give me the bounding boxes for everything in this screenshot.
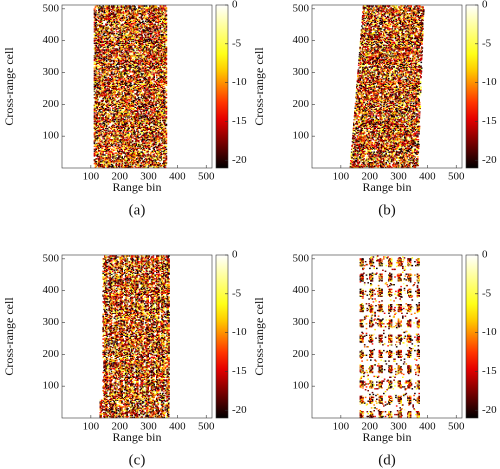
speckle xyxy=(135,143,137,144)
speckle xyxy=(108,127,110,128)
speckle xyxy=(155,142,157,143)
speckle xyxy=(110,166,112,167)
speckle xyxy=(135,151,137,152)
speckle xyxy=(100,164,102,165)
speckle xyxy=(110,151,112,152)
speckle xyxy=(166,139,168,140)
speckle xyxy=(141,162,143,163)
speckle xyxy=(166,146,168,147)
speckle xyxy=(146,155,148,156)
speckle xyxy=(121,155,123,156)
speckle xyxy=(96,131,98,132)
speckle xyxy=(97,137,99,138)
speckle xyxy=(128,132,130,133)
speckle xyxy=(106,157,108,158)
speckle xyxy=(114,127,116,128)
speckle xyxy=(141,151,143,152)
speckle xyxy=(96,161,98,162)
speckle xyxy=(160,163,162,164)
speckle xyxy=(109,137,111,138)
speckle xyxy=(120,147,122,148)
speckle xyxy=(156,156,158,157)
speckle xyxy=(154,135,156,136)
speckle xyxy=(102,156,104,157)
speckle xyxy=(166,151,168,152)
speckle xyxy=(102,150,104,151)
speckle xyxy=(141,120,143,121)
speckle xyxy=(102,140,104,141)
speckle xyxy=(106,125,108,126)
speckle xyxy=(136,158,138,159)
speckle xyxy=(112,130,114,131)
speckle xyxy=(152,160,154,161)
speckle xyxy=(109,130,111,131)
speckle xyxy=(149,151,151,152)
speckle xyxy=(160,156,162,157)
speckle xyxy=(140,139,142,140)
speckle xyxy=(96,158,98,159)
speckle xyxy=(114,121,116,122)
speckle xyxy=(102,145,104,146)
image-texture xyxy=(94,5,168,168)
speckle xyxy=(114,166,116,167)
speckle xyxy=(137,143,139,144)
speckle xyxy=(112,149,114,150)
speckle xyxy=(99,137,101,138)
speckle xyxy=(105,131,107,132)
speckle xyxy=(94,149,96,150)
speckle xyxy=(106,130,108,131)
speckle xyxy=(125,159,127,160)
speckle xyxy=(125,165,127,166)
speckle xyxy=(102,138,104,139)
speckle xyxy=(139,130,141,131)
speckle xyxy=(161,145,163,146)
speckle xyxy=(150,125,152,126)
speckle xyxy=(143,126,145,127)
speckle xyxy=(166,155,168,156)
speckle xyxy=(163,128,165,129)
speckle xyxy=(166,124,168,125)
speckle xyxy=(138,140,140,141)
speckle xyxy=(104,154,106,155)
speckle xyxy=(166,149,168,150)
speckle xyxy=(119,163,121,164)
speckle xyxy=(148,145,150,146)
speckle xyxy=(118,121,120,122)
speckle xyxy=(149,139,151,140)
speckle xyxy=(160,120,162,121)
speckle xyxy=(111,164,113,165)
speckle xyxy=(132,166,134,167)
speckle xyxy=(134,130,136,131)
speckle xyxy=(158,134,160,135)
speckle xyxy=(102,126,104,127)
speckle xyxy=(157,141,159,142)
speckle xyxy=(132,140,134,141)
speckle xyxy=(102,164,104,165)
speckle xyxy=(102,153,104,154)
speckle xyxy=(116,152,118,153)
speckle xyxy=(108,130,110,131)
speckle xyxy=(124,139,126,140)
speckle xyxy=(166,130,168,131)
speckle xyxy=(116,157,118,158)
speckle xyxy=(141,143,143,144)
speckle xyxy=(133,148,135,149)
speckle xyxy=(165,128,167,129)
speckle xyxy=(134,138,136,139)
speckle xyxy=(106,152,108,153)
speckle xyxy=(160,165,162,166)
speckle xyxy=(132,122,134,123)
speckle xyxy=(158,162,160,163)
speckle xyxy=(140,165,142,166)
speckle xyxy=(153,120,155,121)
